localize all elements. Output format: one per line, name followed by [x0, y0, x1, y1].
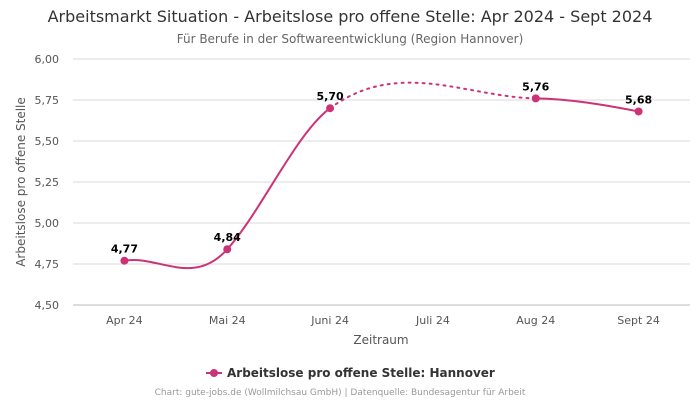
legend-label: Arbeitslose pro offene Stelle: Hannover [227, 366, 495, 380]
y-tick-label: 5,00 [35, 217, 60, 230]
data-label: 4,77 [111, 243, 138, 256]
series-line-segment [124, 248, 228, 270]
data-label: 5,68 [625, 93, 652, 106]
x-tick-label: Apr 24 [106, 314, 143, 327]
y-tick-label: 5,25 [35, 176, 60, 189]
y-tick-label: 4,75 [35, 258, 60, 271]
y-tick-label: 6,00 [35, 53, 60, 66]
x-tick-label: Mai 24 [209, 314, 246, 327]
x-axis: Apr 24 Mai 24 Juni 24 Juli 24 Aug 24 Sept 24 [106, 314, 660, 327]
legend-marker [210, 369, 218, 377]
legend[interactable]: Arbeitslose pro offene Stelle: Hannover [206, 366, 495, 380]
x-tick-label: Sept 24 [617, 314, 660, 327]
x-tick-label: Juni 24 [310, 314, 349, 327]
series-group: 4,77 4,84 5,70 5,76 5,68 [111, 80, 652, 270]
data-point [223, 245, 232, 254]
chart-title: Arbeitsmarkt Situation - Arbeitslose pro… [48, 7, 653, 26]
y-axis-title: Arbeitslose pro offene Stelle [14, 97, 28, 267]
grid [73, 58, 690, 306]
y-tick-label: 5,50 [35, 135, 60, 148]
y-axis: 4,50 4,75 5,00 5,25 5,50 5,75 6,00 [35, 53, 60, 312]
data-point [531, 94, 540, 103]
x-axis-title: Zeitraum [353, 333, 408, 347]
chart-credits: Chart: gute-jobs.de (Wollmilchsau GmbH) … [155, 388, 526, 398]
y-tick-label: 4,50 [35, 299, 60, 312]
x-tick-label: Aug 24 [516, 314, 555, 327]
data-point [120, 256, 129, 265]
data-point [634, 107, 643, 116]
data-point [326, 104, 335, 113]
y-tick-label: 5,75 [35, 94, 60, 107]
data-label: 5,76 [522, 80, 549, 93]
x-tick-label: Juli 24 [415, 314, 450, 327]
series-line-segment [226, 107, 331, 250]
chart-subtitle: Für Berufe in der Softwareentwicklung (R… [177, 32, 524, 46]
series-gap-segment [329, 81, 537, 110]
data-label: 5,70 [317, 90, 344, 103]
series-line-segment [535, 97, 639, 113]
data-label: 4,84 [214, 231, 241, 244]
